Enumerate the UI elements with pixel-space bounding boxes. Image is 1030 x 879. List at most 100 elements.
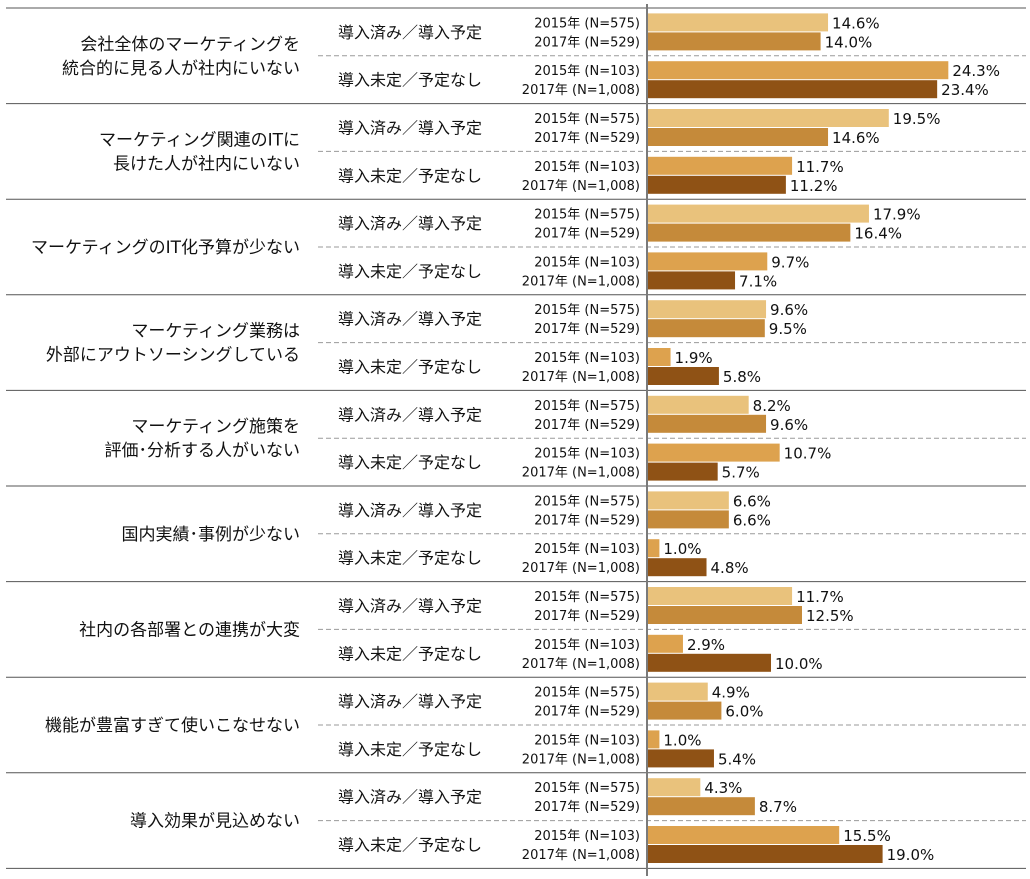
category-label: 社内の各部署との連携が大変 — [79, 620, 300, 640]
bar — [647, 797, 755, 816]
value-label: 11.7% — [796, 158, 844, 176]
bar — [647, 634, 683, 653]
category-label: マーケティング業務は — [131, 322, 300, 342]
series-label: 2015年 (N=103) — [534, 255, 640, 270]
value-label: 1.9% — [675, 349, 713, 367]
value-label: 9.6% — [770, 301, 808, 319]
bar — [647, 730, 660, 749]
series-label: 2017年 (N=529) — [534, 322, 640, 337]
segment-label: 導入済み／導入予定 — [338, 23, 482, 42]
value-label: 7.1% — [739, 272, 777, 290]
bar — [647, 558, 707, 577]
category-label: 導入効果が見込めない — [130, 812, 300, 832]
bar — [647, 271, 736, 290]
segment-label: 導入未定／予定なし — [338, 262, 482, 281]
value-label: 6.6% — [733, 492, 771, 510]
series-label: 2017年 (N=1,008) — [522, 561, 640, 576]
value-label: 11.7% — [796, 588, 844, 606]
value-label: 9.5% — [769, 320, 807, 338]
series-label: 2015年 (N=103) — [534, 829, 640, 844]
value-label: 5.8% — [723, 368, 761, 386]
category-label: 評価･分析する人がいない — [105, 441, 301, 461]
series-label: 2015年 (N=103) — [534, 64, 640, 79]
series-label: 2015年 (N=103) — [534, 160, 640, 175]
value-label: 24.3% — [952, 62, 1000, 80]
bar — [647, 252, 768, 271]
category-label: 機能が豊富すぎて使いこなせない — [45, 715, 300, 736]
series-label: 2017年 (N=1,008) — [522, 179, 640, 194]
bar — [647, 204, 869, 223]
bar — [647, 109, 889, 127]
value-label: 17.9% — [873, 206, 921, 224]
category-label: 外部にアウトソーシングしている — [46, 346, 300, 366]
bar — [647, 539, 660, 558]
bar — [647, 749, 714, 768]
bar — [647, 682, 708, 701]
series-label: 2015年 (N=575) — [534, 303, 640, 318]
series-label: 2015年 (N=575) — [534, 686, 640, 701]
value-label: 5.7% — [722, 464, 760, 482]
segment-label: 導入未定／予定なし — [338, 166, 482, 185]
value-label: 10.7% — [784, 445, 832, 463]
segment-label: 導入済み／導入予定 — [338, 501, 482, 520]
value-label: 1.0% — [663, 540, 701, 558]
segment-label: 導入未定／予定なし — [338, 740, 482, 759]
bar — [647, 32, 821, 51]
bar — [647, 414, 767, 433]
bar — [647, 156, 793, 175]
value-label: 9.6% — [770, 416, 808, 434]
value-label: 15.5% — [843, 827, 891, 845]
value-label: 14.6% — [832, 14, 880, 32]
segment-label: 導入未定／予定なし — [338, 644, 482, 663]
series-label: 2017年 (N=529) — [534, 513, 640, 528]
value-label: 14.6% — [832, 129, 880, 147]
value-label: 6.6% — [733, 511, 771, 529]
segment-label: 導入未定／予定なし — [338, 453, 482, 472]
segment-label: 導入未定／予定なし — [338, 71, 482, 90]
series-label: 2015年 (N=575) — [534, 494, 640, 509]
value-label: 8.2% — [753, 397, 791, 415]
value-label: 23.4% — [941, 81, 989, 99]
bar — [647, 13, 829, 32]
bar — [647, 606, 802, 624]
segment-label: 導入済み／導入予定 — [338, 310, 482, 329]
segment-label: 導入済み／導入予定 — [338, 692, 482, 711]
bar — [647, 778, 701, 797]
series-label: 2015年 (N=575) — [534, 399, 640, 414]
category-label: マーケティング施策を — [131, 417, 300, 437]
series-label: 2015年 (N=575) — [534, 781, 640, 796]
bar — [647, 300, 767, 319]
category-label: 会社全体のマーケティングを — [80, 35, 300, 55]
bar — [647, 653, 771, 672]
series-label: 2017年 (N=1,008) — [522, 848, 640, 863]
value-label: 14.0% — [825, 33, 873, 51]
series-label: 2017年 (N=529) — [534, 800, 640, 815]
category-label: 統合的に見る人が社内にいない — [62, 59, 300, 79]
bar — [647, 367, 719, 385]
bar — [647, 175, 786, 194]
series-label: 2017年 (N=1,008) — [522, 370, 640, 385]
bar — [647, 395, 749, 414]
bar — [647, 845, 883, 863]
value-label: 5.4% — [718, 750, 756, 768]
category-label: 長けた人が社内にいない — [113, 154, 300, 174]
bar — [647, 223, 851, 242]
series-label: 2017年 (N=529) — [534, 609, 640, 624]
series-label: 2017年 (N=529) — [534, 131, 640, 146]
value-label: 2.9% — [687, 636, 725, 654]
series-label: 2017年 (N=529) — [534, 35, 640, 50]
bar — [647, 128, 829, 146]
bar — [647, 491, 729, 510]
series-label: 2015年 (N=575) — [534, 112, 640, 127]
series-label: 2015年 (N=575) — [534, 590, 640, 605]
series-label: 2015年 (N=103) — [534, 638, 640, 653]
series-label: 2015年 (N=103) — [534, 542, 640, 557]
series-label: 2015年 (N=103) — [534, 447, 640, 462]
bar — [647, 462, 718, 481]
value-label: 9.7% — [771, 253, 809, 271]
value-label: 8.7% — [759, 798, 797, 816]
series-label: 2017年 (N=1,008) — [522, 466, 640, 481]
value-label: 11.2% — [790, 177, 838, 195]
series-label: 2017年 (N=1,008) — [522, 752, 640, 767]
